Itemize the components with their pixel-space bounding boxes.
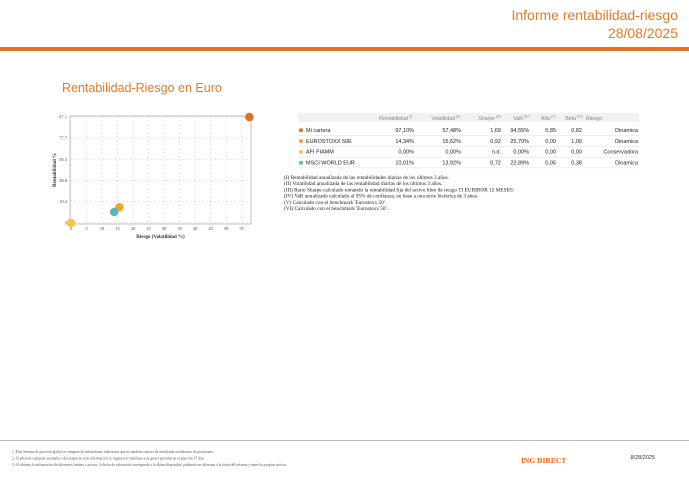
cell: 0,00% <box>445 150 461 156</box>
cell: Dinamica <box>615 139 639 145</box>
cell: 13,92% <box>442 160 461 166</box>
section-title: Rentabilidad-Riesgo en Euro <box>62 81 222 95</box>
note: (VI) Calculado con el benchmark 'Eurosto… <box>284 205 388 212</box>
cell: 22,89% <box>510 160 529 166</box>
cell: 0,82 <box>571 128 582 134</box>
cell: 57,48% <box>442 128 461 134</box>
column-note: (IV) <box>524 115 530 119</box>
cell: 97,10% <box>395 128 414 134</box>
column-header: Volatilidad <box>431 116 455 122</box>
header-bar <box>0 47 689 51</box>
footer-line <box>0 440 689 441</box>
column-header: Beta <box>565 116 576 122</box>
cell: 14,34% <box>395 139 414 145</box>
cell: 1,00 <box>571 139 582 145</box>
note: (II) Volatilidad anualizada de las renta… <box>284 180 442 187</box>
y-tick-label: 0 <box>65 220 68 225</box>
cell: 0,00% <box>513 150 529 156</box>
cell: 0,05 <box>545 160 556 166</box>
row-name: EUROSTOXX 50E <box>306 139 352 145</box>
note: (V) Calculado con el benchmark 'Eurostox… <box>284 199 386 206</box>
x-tick-label: 10 <box>100 226 105 231</box>
row-name: Mi cartera <box>306 128 331 134</box>
cell: 0,85 <box>545 128 556 134</box>
footer: 1.-Este informe de posición global se co… <box>12 450 655 468</box>
logo: ING DIRECT <box>521 456 566 465</box>
notes: (I) Rentabilidad anualizada de las renta… <box>284 174 514 212</box>
x-tick-label: 40 <box>193 226 198 231</box>
legend-marker <box>299 160 303 165</box>
cell: 0,72 <box>490 160 501 166</box>
x-tick-label: 20 <box>131 226 136 231</box>
x-tick-label: 50 <box>224 226 229 231</box>
plot-frame <box>69 115 252 225</box>
cell: 0,00 <box>545 150 556 156</box>
x-tick-label: 55 <box>239 226 244 231</box>
note: (I) Rentabilidad anualizada de las renta… <box>284 174 449 181</box>
column-note: (VI) <box>577 115 583 119</box>
legend-marker <box>299 139 303 144</box>
x-tick-label: 15 <box>115 226 120 231</box>
column-note: (III) <box>496 115 501 119</box>
x-tick-label: 25 <box>146 226 151 231</box>
row-name: MSCI WORLD EUR <box>306 160 355 166</box>
y-tick-label: 38.8 <box>59 178 68 183</box>
cell: 1,69 <box>490 128 501 134</box>
column-note: (V) <box>551 115 556 119</box>
table-header-bg <box>298 113 639 122</box>
x-tick-label: 35 <box>177 226 182 231</box>
column-note: (II) <box>456 115 460 119</box>
y-tick-label: 77.7 <box>59 136 68 141</box>
y-tick-label: 19.4 <box>59 199 68 204</box>
note: (III) Ratio Sharpe calculado tomando la … <box>284 186 514 193</box>
report-date: 28/08/2025 <box>608 25 678 41</box>
legend-table: Rentabilidad (I) Volatilidad (II) Sharpe (III… <box>298 113 639 169</box>
legend-marker <box>299 128 303 133</box>
column-header: Riesgo <box>586 116 602 122</box>
disclaimer: 1.-Este informe de posición global se co… <box>12 450 214 454</box>
x-tick-label: 0 <box>70 226 73 231</box>
disclaimer: 2.-Si advierte cualquier anomalía o disc… <box>12 457 205 462</box>
cell: 10,01% <box>395 160 414 166</box>
scatter-chart: 0 5 10 15 20 25 30 35 40 45 50 55 0 19.4 38.8 58.3 77.7 9… <box>53 112 254 240</box>
cell: 25,70% <box>510 139 529 145</box>
note: (IV) VaR anualizado calculado al 95% de … <box>284 193 478 200</box>
column-header: Rentabilidad <box>379 116 408 122</box>
cell: Dinamica <box>615 160 639 166</box>
y-tick-label: 97.1 <box>59 114 67 119</box>
cell: 94,55% <box>510 128 529 134</box>
x-tick-label: 45 <box>208 226 213 231</box>
legend-marker <box>299 149 303 154</box>
footer-date: 8/28/2025 <box>631 455 655 461</box>
cell: 0,38 <box>571 160 582 166</box>
data-point <box>245 112 254 122</box>
cell: Dinamica <box>615 128 639 134</box>
cell: Conservadora <box>603 150 638 156</box>
column-note: (I) <box>409 115 412 119</box>
row-name: AFI FIAMM <box>306 150 334 156</box>
cell: 0,00% <box>398 150 414 156</box>
x-axis-label: Riesgo (Volatilidad %) <box>136 235 185 240</box>
cell: 0,00 <box>571 150 582 156</box>
column-header: Sharpe <box>478 116 495 122</box>
column-header: Alfa <box>541 116 550 122</box>
x-tick-label: 5 <box>85 226 88 231</box>
data-point <box>109 207 119 217</box>
cell: 0,00 <box>545 139 556 145</box>
cell: 0,92 <box>490 139 501 145</box>
x-tick-label: 30 <box>162 226 167 231</box>
column-header: VaR <box>513 116 523 122</box>
report-title: Informe rentabilidad-riesgo <box>511 7 678 23</box>
y-axis-label: Rentabilidad % <box>53 153 58 187</box>
disclaimer: 3.-Al obtener la información de diferent… <box>12 463 287 468</box>
cell: n.d. <box>492 150 502 156</box>
y-tick-label: 58.3 <box>59 157 68 162</box>
data-point <box>66 218 76 228</box>
cell: 15,62% <box>442 139 461 145</box>
